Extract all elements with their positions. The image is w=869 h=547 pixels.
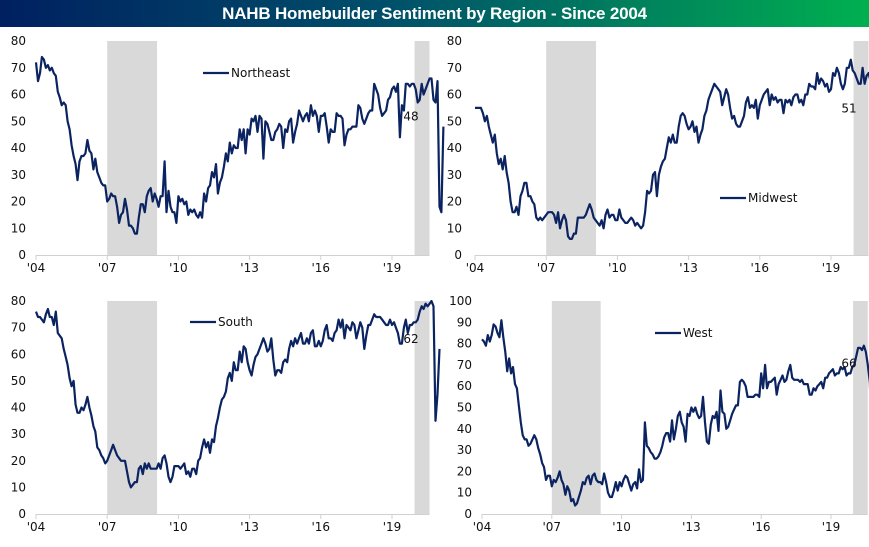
end-value-label: 66: [841, 356, 856, 370]
recession-shade: [414, 41, 430, 255]
recession-shade: [853, 41, 869, 255]
x-tick-label: '16: [751, 261, 770, 275]
series-line-west: [481, 319, 869, 507]
y-tick-label: 20: [11, 195, 26, 209]
panel-midwest: 0 10 20 30 40 50 60 70 80 '04 '07 '10 '13 '16 '19 Midwe…: [447, 34, 869, 275]
y-tick-label: 30: [447, 168, 462, 182]
y-tick-label: 40: [457, 422, 472, 436]
x-tick-label: '07: [543, 520, 562, 534]
y-tick-label: 30: [11, 427, 26, 441]
y-tick-label: 10: [457, 486, 472, 500]
y-tick-label: 20: [11, 454, 26, 468]
series-line-midwest: [475, 58, 869, 240]
panel-west: 0 10 20 30 40 50 60 70 80 90 100 '04 '07 '10 '13 '16 '19…: [449, 294, 869, 534]
y-tick-label: 0: [454, 248, 462, 262]
x-tick-label: '16: [312, 261, 331, 275]
y-tick-label: 30: [457, 443, 472, 457]
x-tick-label: '19: [822, 261, 841, 275]
recession-shade: [853, 301, 868, 514]
x-tick-label: '19: [383, 261, 402, 275]
x-tick-label: '04: [466, 261, 485, 275]
x-tick-label: '04: [473, 520, 492, 534]
recession-shade: [551, 301, 601, 514]
legend-label: South: [218, 315, 253, 329]
x-tick-label: '16: [752, 520, 771, 534]
panel-south: 0 10 20 30 40 50 60 70 80 '04 '07 '10 '13 '16 '19 South…: [11, 294, 441, 534]
legend-label: Northeast: [231, 66, 291, 80]
chart-title: NAHB Homebuilder Sentiment by Region - S…: [0, 0, 869, 27]
legend-label: Midwest: [748, 191, 798, 205]
y-tick-label: 60: [457, 379, 472, 393]
x-tick-label: '04: [27, 261, 46, 275]
x-tick-label: '13: [240, 261, 259, 275]
y-tick-label: 70: [11, 61, 26, 75]
x-tick-label: '13: [240, 520, 259, 534]
series-line-south: [34, 299, 441, 489]
y-tick-label: 10: [11, 480, 26, 494]
end-value-label: 62: [403, 332, 418, 346]
y-tick-label: 20: [457, 464, 472, 478]
legend-label: West: [683, 326, 713, 340]
y-tick-label: 70: [11, 321, 26, 335]
panel-northeast: 0 10 20 30 40 50 60 70 80 '04 '07 '10 '13 '16 '19 North…: [11, 34, 445, 275]
x-tick-label: '13: [682, 520, 701, 534]
y-tick-label: 0: [18, 507, 26, 521]
y-tick-label: 40: [447, 141, 462, 155]
y-tick-label: 40: [11, 141, 26, 155]
x-tick-label: '07: [98, 261, 117, 275]
y-tick-label: 0: [18, 248, 26, 262]
x-tick-label: '07: [98, 520, 117, 534]
y-tick-label: 100: [449, 294, 472, 308]
recession-shade: [107, 41, 158, 255]
y-tick-label: 50: [447, 114, 462, 128]
y-tick-label: 50: [11, 374, 26, 388]
x-tick-label: '19: [383, 520, 402, 534]
x-tick-label: '10: [169, 261, 188, 275]
y-tick-label: 60: [11, 88, 26, 102]
end-value-label: 48: [403, 110, 418, 124]
x-tick-label: '10: [608, 261, 627, 275]
x-tick-label: '13: [679, 261, 698, 275]
series-line-northeast: [34, 55, 445, 235]
y-tick-label: 50: [11, 114, 26, 128]
y-tick-label: 10: [447, 221, 462, 235]
y-tick-label: 60: [447, 88, 462, 102]
y-tick-label: 80: [447, 34, 462, 48]
recession-shade: [414, 301, 430, 514]
end-value-label: 51: [841, 102, 856, 116]
y-tick-label: 60: [11, 347, 26, 361]
y-tick-label: 10: [11, 221, 26, 235]
y-tick-label: 80: [11, 34, 26, 48]
y-tick-label: 90: [457, 315, 472, 329]
x-tick-label: '19: [822, 520, 841, 534]
y-tick-label: 40: [11, 401, 26, 415]
recession-shade: [546, 41, 597, 255]
x-tick-label: '10: [612, 520, 631, 534]
recession-shade: [107, 301, 158, 514]
x-tick-label: '10: [169, 520, 188, 534]
x-tick-label: '07: [537, 261, 556, 275]
y-tick-label: 70: [447, 61, 462, 75]
y-tick-label: 80: [11, 294, 26, 308]
x-tick-label: '16: [312, 520, 331, 534]
y-tick-label: 30: [11, 168, 26, 182]
y-tick-label: 0: [464, 507, 472, 521]
x-tick-label: '04: [27, 520, 46, 534]
y-tick-label: 70: [457, 358, 472, 372]
y-tick-label: 80: [457, 337, 472, 351]
y-tick-label: 20: [447, 195, 462, 209]
y-tick-label: 50: [457, 401, 472, 415]
